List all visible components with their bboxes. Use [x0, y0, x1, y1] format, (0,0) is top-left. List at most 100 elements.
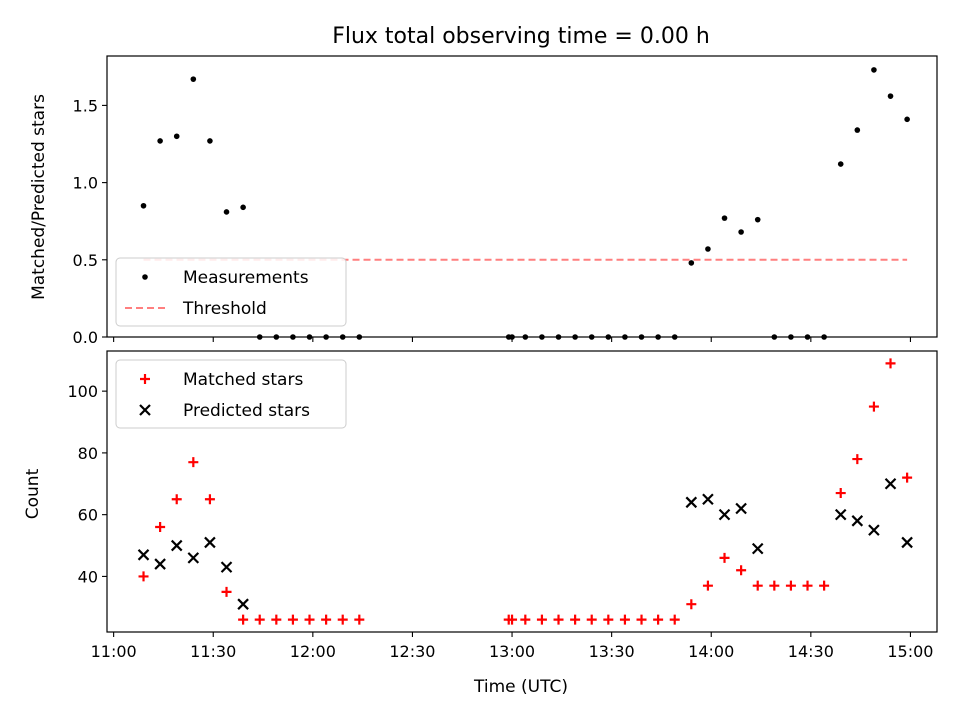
x-tick-label: 13:00 — [489, 642, 535, 661]
legend-measurements-swatch — [142, 274, 148, 280]
measurement-point — [788, 334, 794, 340]
predicted-stars-point — [834, 508, 847, 521]
measurement-point — [804, 334, 811, 340]
x-tick-label: 11:30 — [190, 642, 236, 661]
bottom-panel: 11:00 11:30 12:00 12:30 13:00 13:30 14:00 14:30… — [67, 350, 938, 661]
measurement-point — [555, 334, 562, 340]
matched-stars-point — [686, 599, 697, 610]
predicted-stars-point — [702, 493, 714, 505]
matched-stars-point — [868, 401, 879, 412]
matched-stars-point — [238, 614, 249, 625]
matched-stars-point — [785, 580, 796, 591]
predicted-stars-point — [901, 536, 913, 549]
y-tick-label: 80 — [78, 444, 98, 463]
matched-stars-point — [852, 454, 863, 465]
matched-stars-point — [885, 358, 896, 369]
measurement-point — [638, 334, 645, 340]
measurement-point — [671, 334, 678, 340]
matched-stars-point — [835, 488, 846, 499]
predicted-stars-point — [851, 515, 864, 527]
matched-stars-point — [653, 614, 664, 625]
legend-label: Matched stars — [183, 370, 303, 390]
matched-stars-point — [669, 614, 680, 625]
x-tick-label: 11:00 — [91, 642, 137, 661]
measurement-point — [509, 334, 515, 340]
measurement-point — [522, 334, 529, 340]
bottom-y-axis-label: Count — [23, 468, 43, 519]
matched-stars-point — [287, 614, 298, 625]
legend-label: Predicted stars — [183, 401, 310, 421]
chart-title: Flux total observing time = 0.00 h — [332, 24, 710, 49]
x-axis-label: Time (UTC) — [473, 677, 568, 697]
plot-frame — [106, 350, 938, 633]
matched-stars-point — [171, 494, 182, 505]
measurement-point — [190, 76, 197, 82]
measurement-point — [256, 334, 263, 340]
measurement-point — [854, 127, 861, 133]
y-tick-label: 1.5 — [73, 96, 98, 115]
measurement-point — [306, 334, 313, 340]
top-panel: 0.0 0.5 1.0 1.5 Measurements Threshold — [73, 55, 938, 347]
measurement-point — [605, 334, 612, 340]
legend-box — [115, 257, 347, 327]
predicted-stars-point — [137, 549, 150, 561]
matched-stars-point — [802, 580, 813, 591]
measurement-point — [837, 161, 844, 167]
measurement-point — [240, 204, 246, 211]
matched-stars-point — [304, 614, 315, 625]
predicted-stars-point — [718, 508, 731, 521]
matched-stars-point — [702, 580, 713, 591]
matched-stars-point — [337, 614, 348, 625]
matched-stars-point — [553, 614, 564, 625]
measurement-point — [821, 334, 827, 340]
matched-stars-point — [520, 614, 531, 625]
matched-stars-point — [902, 472, 913, 483]
measurement-point — [904, 116, 910, 123]
matched-stars-point — [221, 586, 232, 597]
measurement-point — [738, 229, 744, 235]
predicted-stars-point — [868, 524, 880, 536]
legend-box — [115, 359, 347, 429]
y-tick-label: 0.5 — [73, 251, 98, 270]
matched-stars-point — [819, 580, 830, 591]
measurement-point — [705, 246, 711, 252]
y-tick-label: 1.0 — [73, 174, 98, 193]
measurement-point — [588, 334, 595, 340]
matched-stars-point — [736, 565, 747, 576]
matched-stars-point — [570, 614, 581, 625]
legend-label: Measurements — [183, 268, 309, 288]
x-tick-label: 12:00 — [290, 642, 336, 661]
y-tick-label: 60 — [78, 506, 98, 525]
measurement-point — [223, 209, 230, 215]
measurement-point — [871, 67, 877, 73]
measurement-point — [273, 334, 280, 340]
matched-stars-point — [204, 494, 215, 505]
y-tick-label: 100 — [67, 382, 98, 401]
x-tick-label: 14:00 — [688, 642, 734, 661]
predicted-stars-point — [751, 542, 764, 555]
predicted-stars-point — [154, 558, 166, 570]
matched-stars-point — [138, 571, 149, 582]
predicted-stars-point — [685, 496, 698, 509]
measurement-point — [771, 334, 778, 340]
x-tick-label: 13:30 — [589, 642, 635, 661]
predicted-stars-point — [170, 539, 183, 552]
matched-stars-point — [321, 614, 332, 625]
predicted-stars-point — [735, 502, 747, 515]
matched-stars-point — [603, 614, 614, 625]
x-tick-label: 12:30 — [389, 642, 435, 661]
measurement-point — [207, 138, 213, 144]
matched-stars-point — [619, 614, 630, 625]
measurement-point — [339, 334, 346, 340]
measurement-point — [173, 133, 180, 140]
matched-stars-point — [586, 614, 597, 625]
top-y-axis-label: Matched/Predicted stars — [29, 94, 49, 300]
measurement-point — [622, 334, 628, 340]
matched-stars-point — [507, 614, 518, 625]
measurement-point — [356, 334, 363, 340]
measurement-point — [323, 334, 329, 340]
matched-stars-point — [254, 614, 265, 625]
legend-matched-swatch — [140, 374, 150, 384]
predicted-stars-point — [204, 536, 216, 549]
matched-stars-point — [271, 614, 282, 625]
